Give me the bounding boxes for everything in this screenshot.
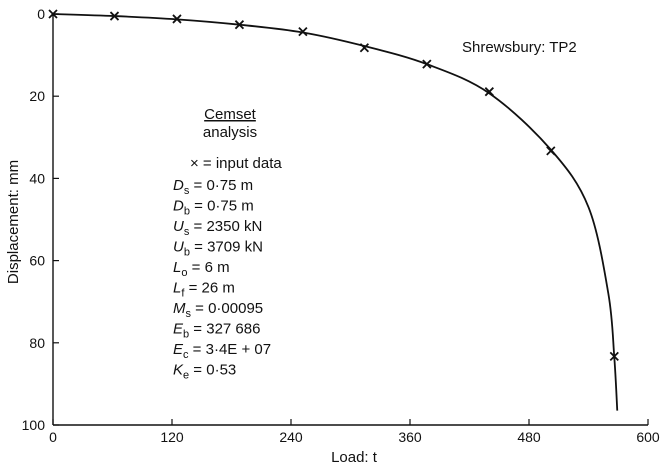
x-tick-label: 0 <box>49 429 57 445</box>
data-point <box>48 9 58 19</box>
data-point-stroke <box>109 11 120 21</box>
x-tick-label: 480 <box>517 429 541 445</box>
annotation-block: Cemset analysis × = input data Ds = 0·75… <box>173 106 282 382</box>
data-point-stroke <box>234 20 245 30</box>
parameter-ke: Ke = 0·53 <box>173 362 236 382</box>
data-point <box>172 14 182 24</box>
parameter-ms: Ms = 0·00095 <box>173 300 263 320</box>
parameter-lo: Lo = 6 m <box>173 259 230 279</box>
data-point-stroke <box>422 59 432 69</box>
chart-title: Shrewsbury: TP2 <box>462 39 577 56</box>
y-tick-label: 40 <box>29 170 45 186</box>
data-point <box>298 27 308 37</box>
parameter-ub: Ub = 3709 kN <box>173 239 263 259</box>
parameter-us: Us = 2350 kN <box>173 218 262 238</box>
data-point <box>234 20 245 30</box>
y-axis-label: Displacement: mm <box>5 160 22 284</box>
x-tick-label: 360 <box>398 429 422 445</box>
parameter-db: Db = 0·75 m <box>173 198 254 218</box>
annotation-heading-line2: analysis <box>203 124 257 141</box>
x-tick-label: 600 <box>636 429 660 445</box>
parameter-lf: Lf = 26 m <box>173 280 235 300</box>
parameter-eb: Eb = 327 686 <box>173 321 260 341</box>
data-point <box>359 43 370 53</box>
fitted-curve-line <box>52 13 619 411</box>
data-point-stroke <box>484 87 494 97</box>
parameter-ds: Ds = 0·75 m <box>173 177 253 197</box>
y-tick-label: 80 <box>29 335 45 351</box>
y-tick-label: 0 <box>37 6 45 22</box>
annotation-heading-line1: Cemset <box>204 106 257 123</box>
data-point-stroke <box>48 9 58 19</box>
fitted-curve-layer <box>52 13 619 411</box>
x-tick-label: 240 <box>279 429 303 445</box>
data-point-stroke <box>172 14 182 24</box>
x-axis-label: Load: t <box>331 449 378 466</box>
y-tick-label: 100 <box>22 417 46 433</box>
data-point-stroke <box>609 351 619 361</box>
y-tick-label: 60 <box>29 253 45 269</box>
data-point <box>484 87 494 97</box>
data-point <box>546 146 556 156</box>
x-tick-label: 120 <box>160 429 184 445</box>
y-tick-label: 20 <box>29 88 45 104</box>
legend-input-data: × = input data <box>190 155 282 172</box>
data-point-stroke <box>359 43 370 53</box>
tick-marks: 0 120 240 360 480 600 0 20 40 60 80 100 <box>22 6 660 445</box>
data-point <box>422 59 432 69</box>
data-point-stroke <box>298 27 308 37</box>
parameter-ec: Ec = 3·4E + 07 <box>173 341 271 361</box>
data-points-layer <box>48 9 619 361</box>
axes <box>52 14 648 426</box>
data-point-stroke <box>546 146 556 156</box>
data-point <box>109 11 120 21</box>
data-point <box>609 351 619 361</box>
